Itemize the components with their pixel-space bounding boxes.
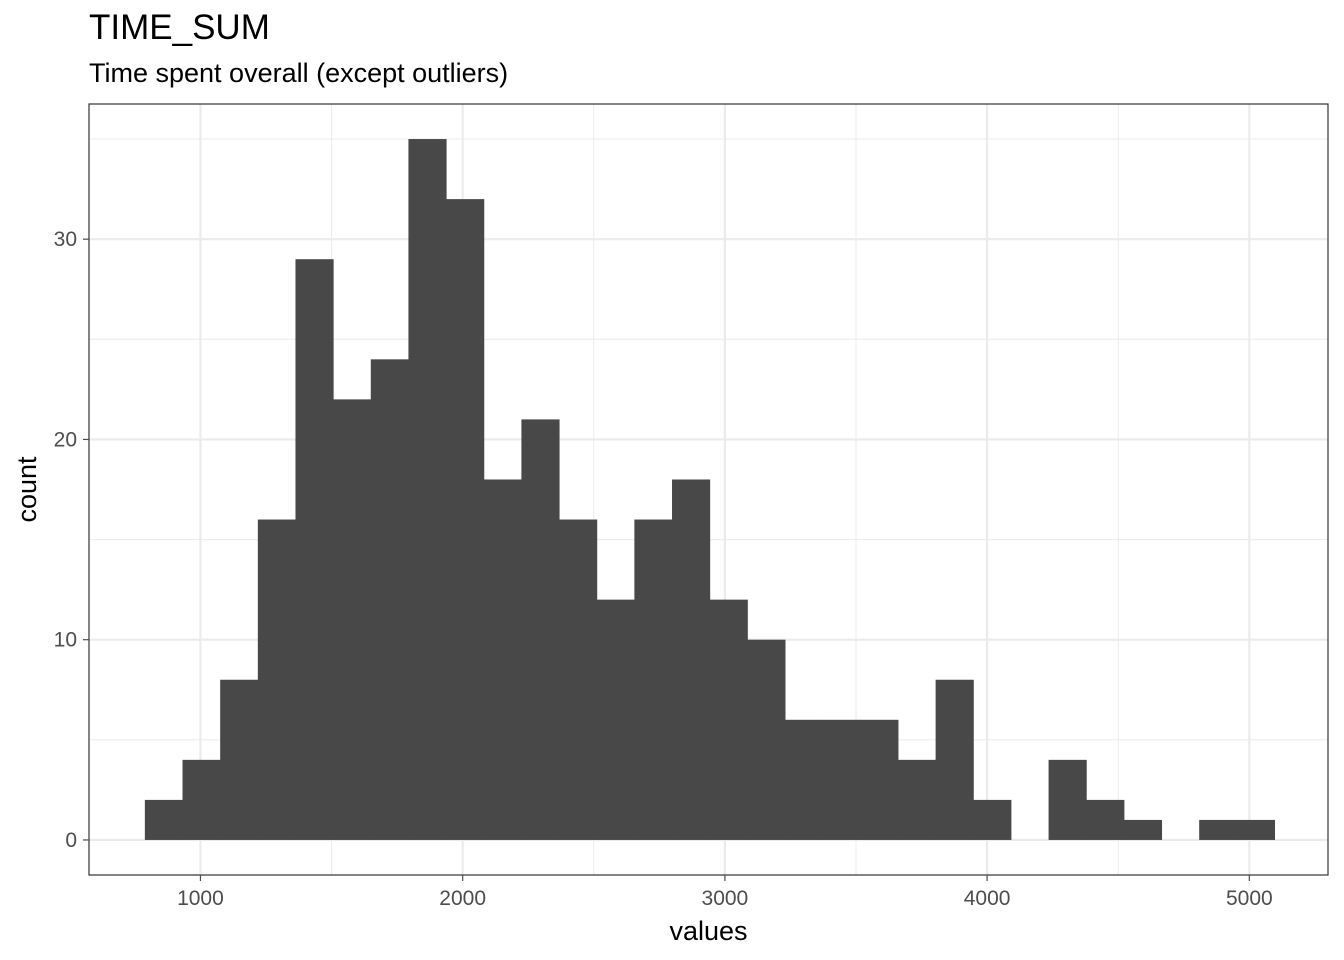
histogram-bar-27 (1123, 819, 1163, 840)
x-tick-label: 5000 (1226, 887, 1273, 910)
histogram-bar-26 (1086, 799, 1125, 840)
histogram-bar-5 (295, 259, 334, 840)
histogram-bar-10 (483, 479, 522, 840)
y-axis: 0 10 20 30 (54, 228, 89, 852)
histogram-bar-30 (1236, 819, 1276, 840)
histogram-bars (144, 139, 1276, 840)
x-tick-label: 1000 (177, 887, 224, 910)
histogram-bar-25 (1048, 759, 1087, 840)
chart-subtitle: Time spent overall (except outliers) (89, 58, 509, 88)
histogram-bar-12 (559, 519, 598, 840)
x-axis: 1000 2000 3000 4000 5000 (177, 875, 1273, 910)
histogram-bar-1 (144, 799, 184, 840)
y-axis-title: count (12, 456, 42, 523)
histogram-bar-21 (897, 759, 937, 840)
histogram-bar-4 (257, 519, 296, 840)
histogram-bar-20 (860, 719, 899, 840)
histogram-bar-15 (672, 479, 711, 840)
panel-border (88, 103, 1329, 876)
histogram-bar-7 (370, 359, 409, 840)
histogram-bar-18 (784, 719, 824, 840)
histogram-bar-23 (973, 799, 1012, 840)
y-tick-label: 10 (54, 629, 77, 652)
histogram-bar-29 (1199, 819, 1238, 840)
histogram-bar-8 (408, 139, 447, 840)
y-tick-label: 0 (65, 829, 77, 852)
histogram-bar-16 (709, 599, 748, 840)
histogram-bar-2 (182, 759, 221, 840)
y-tick-label: 20 (54, 428, 77, 451)
x-axis-title: values (669, 916, 747, 946)
histogram-bar-13 (596, 599, 635, 840)
y-tick-label: 30 (54, 228, 77, 251)
x-tick-label: 4000 (964, 887, 1011, 910)
x-tick-label: 3000 (702, 887, 749, 910)
histogram-bar-19 (822, 719, 861, 840)
histogram-bar-22 (935, 679, 974, 840)
histogram-bar-17 (747, 639, 786, 840)
histogram-bar-11 (521, 419, 560, 840)
chart-title: TIME_SUM (89, 8, 270, 47)
histogram-bar-3 (220, 679, 259, 840)
histogram-bar-14 (634, 519, 673, 840)
x-tick-label: 2000 (439, 887, 486, 910)
histogram-bar-6 (333, 399, 372, 840)
histogram-bar-9 (446, 199, 485, 840)
